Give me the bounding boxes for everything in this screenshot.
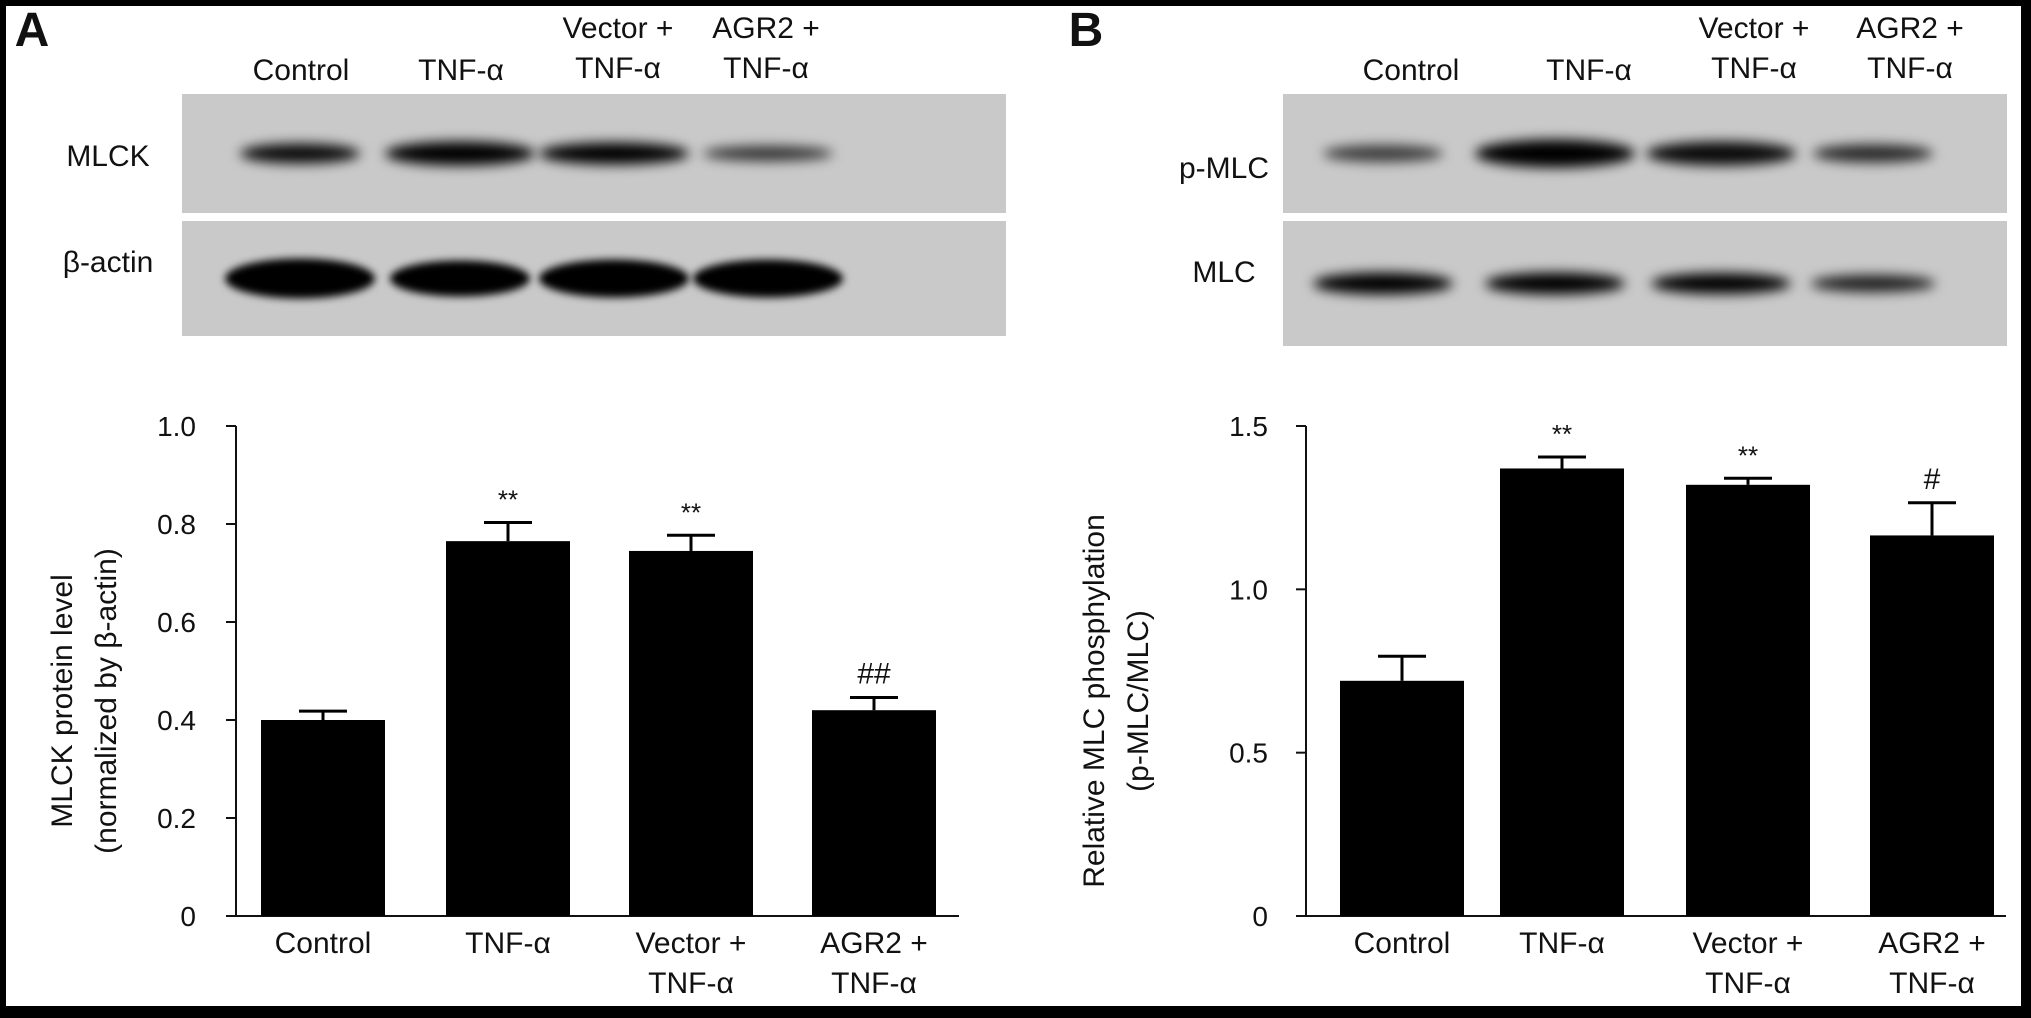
y-tick-label: 0.5 [1229,738,1268,769]
blot-band [1313,272,1453,295]
panel-letter: B [1069,6,1104,57]
y-tick-label: 0.2 [157,803,196,834]
blot-band [390,260,530,297]
y-axis-label: Relative MLC phosphylation [1078,514,1111,888]
blot-lane-label: TNF-α [723,52,809,85]
x-tick-label: TNF-α [465,927,551,960]
significance-marker: ** [1552,419,1572,449]
x-tick-label: AGR2 + [1878,927,1986,960]
blot-row [1283,221,2007,346]
y-tick-label: 1.5 [1229,411,1268,442]
significance-marker: ## [857,657,891,690]
blot-band [1475,139,1635,168]
blot-band [240,143,360,164]
blot-band [385,141,535,166]
blot-lane-label: Control [1363,54,1460,87]
bar-chart: 0 0.5 1.0 1.5 Relative MLC phosphylation (p-M… [1078,411,2006,1000]
blot-row-label: MLCK [66,140,149,173]
y-tick-label: 0.6 [157,607,196,638]
y-tick-label: 0.4 [157,705,196,736]
x-tick-label: Control [1354,927,1451,960]
blot-band [1813,144,1933,163]
blot-lane-label: TNF-α [1867,52,1953,85]
significance-marker: ** [1738,440,1758,470]
bar [629,550,753,916]
blot-band [1810,275,1936,292]
blot-band [225,258,375,299]
significance-marker: ** [681,497,701,527]
bar [812,710,936,916]
x-tick-label: AGR2 + [820,927,928,960]
bar [446,541,570,916]
bar-chart: 0 0.2 0.4 0.6 0.8 1.0 MLCK protein level (norma… [46,411,959,1000]
blot-band [1651,273,1791,294]
y-axis-label: (p-MLC/MLC) [1122,610,1155,792]
y-tick-label: 0 [180,901,196,932]
y-axis-label: (normalized by β-actin) [90,548,123,854]
y-axis-label: MLCK protein level [46,574,79,827]
x-tick-label: TNF-α [1519,927,1605,960]
blot-lane-label: AGR2 + [1856,12,1964,45]
blot-row-label: MLC [1192,256,1255,289]
y-tick-label: 1.0 [157,411,196,442]
y-tick-label: 0.8 [157,509,196,540]
panel-letter: A [15,6,50,57]
bar [261,720,385,916]
blot-lane-label: Control [253,54,350,87]
blot-lane-label: Vector + [563,12,674,45]
x-tick-label: TNF-α [1705,967,1791,1000]
bar [1500,468,1624,916]
blot-row [1283,94,2007,213]
x-tick-label: Vector + [1693,927,1804,960]
blot-band [1323,145,1443,162]
x-tick-label: Control [275,927,372,960]
blot-lane-label: Vector + [1699,12,1810,45]
blot-row-label: p-MLC [1179,152,1269,185]
blot-row-label: β-actin [63,246,154,279]
blot-lane-label: AGR2 + [712,12,820,45]
blot-row [182,94,1006,213]
x-tick-label: Vector + [636,927,747,960]
y-tick-label: 0 [1252,901,1268,932]
x-tick-label: TNF-α [648,967,734,1000]
y-tick-label: 1.0 [1229,574,1268,605]
blot-band [703,146,833,161]
bar [1340,680,1464,916]
blot-lane-label: TNF-α [418,54,504,87]
blot-band [539,142,689,165]
significance-marker: # [1924,463,1941,496]
x-tick-label: TNF-α [831,967,917,1000]
blot-lane-label: TNF-α [1711,52,1797,85]
significance-marker: ** [498,485,518,515]
figure-canvas: A Control TNF-α Vector + TNF-α AGR2 + TNF-α MLC… [15,6,2007,1000]
blot-lane-label: TNF-α [1546,54,1632,87]
blot-band [1485,272,1625,295]
blot-lane-label: TNF-α [575,52,661,85]
figure-frame: A Control TNF-α Vector + TNF-α AGR2 + TNF-α MLC… [6,6,2021,1006]
blot-band [693,259,843,298]
x-tick-label: TNF-α [1889,967,1975,1000]
blot-band [1646,141,1796,166]
bar [1870,535,1994,916]
blot-band [539,259,689,298]
bar [1686,484,1810,916]
blot-row [182,221,1006,336]
